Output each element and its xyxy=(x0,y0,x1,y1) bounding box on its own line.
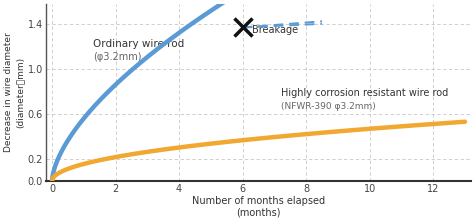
Text: Breakage: Breakage xyxy=(252,25,298,35)
Text: (φ3.2mm): (φ3.2mm) xyxy=(93,52,141,62)
Text: Ordinary wire rod: Ordinary wire rod xyxy=(93,39,184,49)
Text: (NFWR-390 φ3.2mm): (NFWR-390 φ3.2mm) xyxy=(280,102,375,110)
Y-axis label: Decrease in wire diameter
(diameter：mm): Decrease in wire diameter (diameter：mm) xyxy=(4,33,25,152)
X-axis label: Number of months elapsed
(months): Number of months elapsed (months) xyxy=(191,196,324,217)
Text: Highly corrosion resistant wire rod: Highly corrosion resistant wire rod xyxy=(280,88,447,98)
